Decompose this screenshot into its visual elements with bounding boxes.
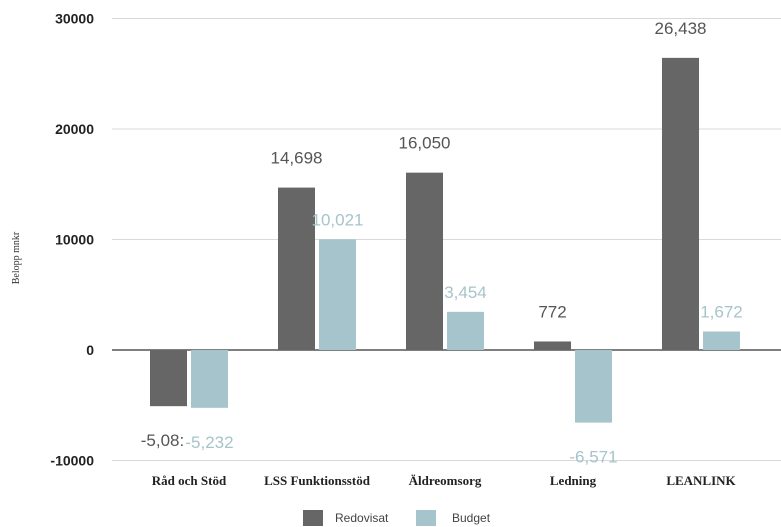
- bars: [150, 58, 740, 423]
- category-label: LEANLINK: [666, 473, 736, 488]
- category-label: Råd och Stöd: [152, 473, 227, 488]
- data-label-redovisat: 14,698: [271, 149, 323, 168]
- category-label: LSS Funktionsstöd: [264, 473, 371, 488]
- data-label-budget: 10,021: [312, 210, 364, 229]
- legend-label-budget: Budget: [452, 511, 491, 525]
- bar-redovisat: [534, 341, 571, 350]
- data-label-budget: -5,232: [185, 433, 233, 452]
- legend-swatch-redovisat: [303, 510, 323, 526]
- bar-redovisat: [150, 350, 187, 406]
- category-labels: Råd och Stöd LSS Funktionsstöd Äldreomsorg…: [152, 473, 737, 488]
- data-label-budget: 1,672: [700, 303, 743, 322]
- data-label-redovisat: 26,438: [655, 19, 707, 38]
- data-label-redovisat: 16,050: [399, 134, 451, 153]
- y-axis-label: Belopp mnkr: [11, 231, 22, 284]
- y-axis-ticks: 30000 20000 10000 0 -10000: [50, 11, 94, 469]
- bar-budget: [319, 239, 356, 350]
- y-tick-label: 20000: [55, 121, 94, 137]
- legend-swatch-budget: [416, 510, 436, 526]
- legend: Redovisat Budget: [303, 510, 491, 526]
- bar-redovisat: [278, 188, 315, 350]
- y-tick-label: 30000: [55, 11, 94, 27]
- bar-budget: [447, 312, 484, 350]
- y-tick-label: -10000: [50, 453, 94, 469]
- category-label: Äldreomsorg: [409, 473, 482, 488]
- data-label-budget: -6,571: [569, 448, 617, 467]
- y-tick-label: 10000: [55, 232, 94, 248]
- bar-budget: [703, 332, 740, 350]
- y-tick-label: 0: [86, 342, 94, 358]
- bar-redovisat: [406, 173, 443, 350]
- data-label-budget: 3,454: [444, 283, 487, 302]
- data-label-redovisat: 772: [538, 302, 566, 321]
- data-label-redovisat: -5,08:: [141, 431, 184, 450]
- bar-redovisat: [662, 58, 699, 350]
- category-label: Ledning: [550, 473, 597, 488]
- bar-budget: [191, 350, 228, 408]
- legend-label-redovisat: Redovisat: [335, 511, 389, 525]
- bar-budget: [575, 350, 612, 423]
